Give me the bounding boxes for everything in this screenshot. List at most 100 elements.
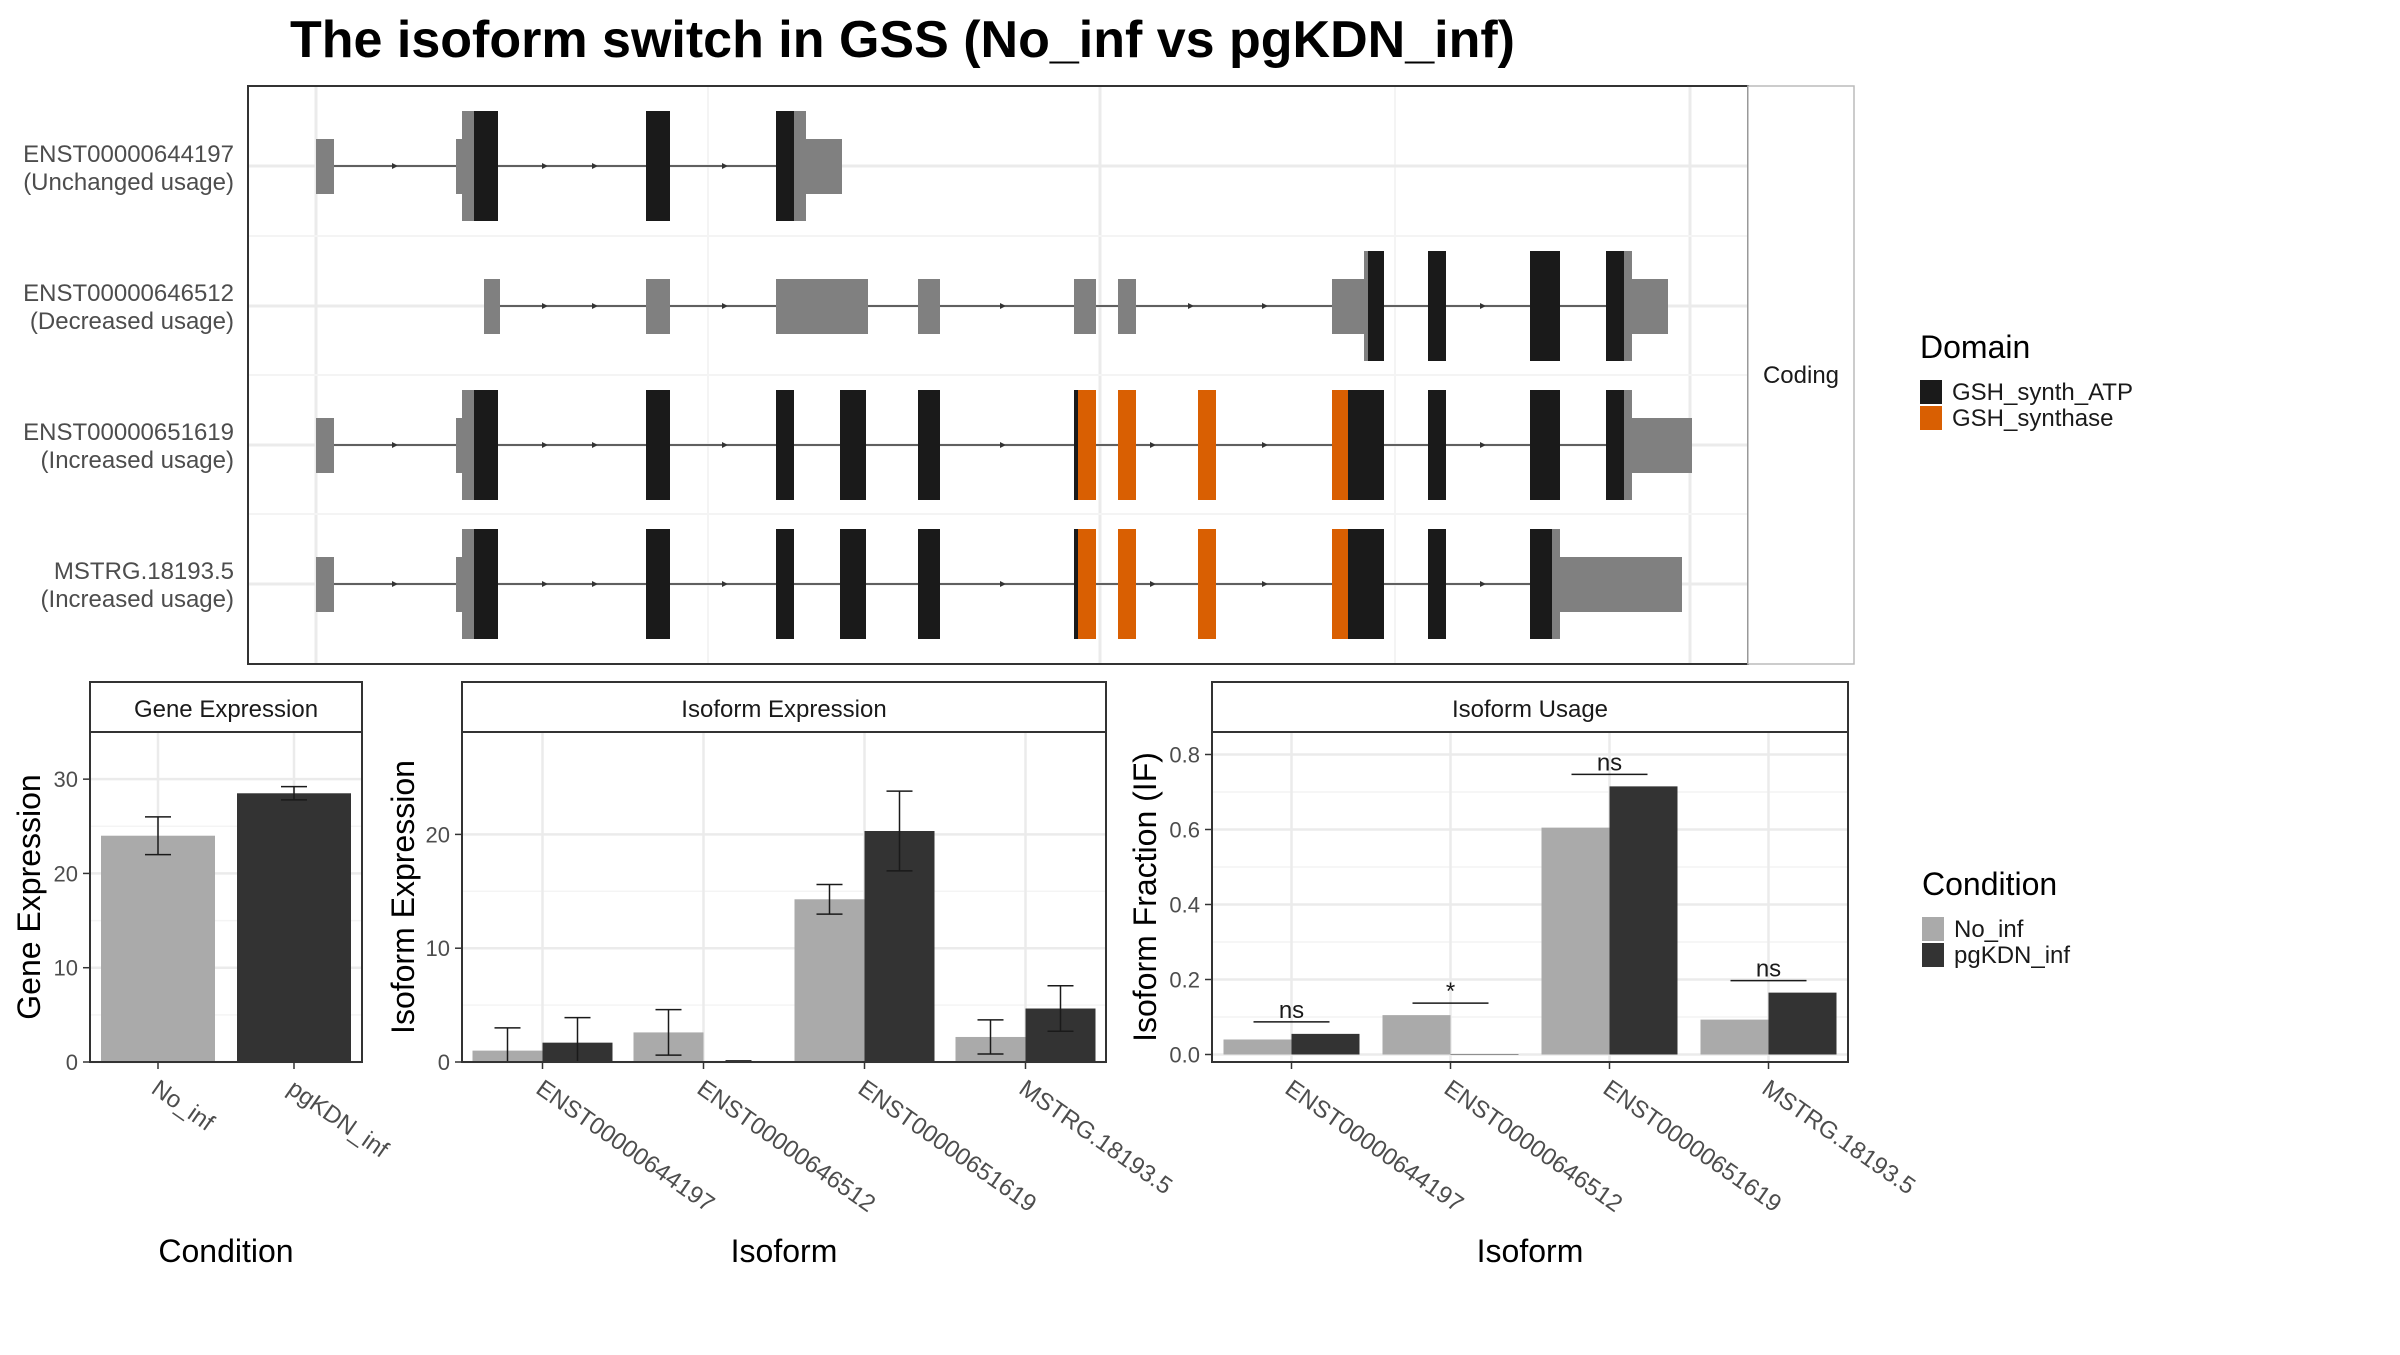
y-tick-label: 20 <box>54 861 78 886</box>
y-axis-title: Isoform Expression <box>385 760 421 1034</box>
transcript-usage-label: (Decreased usage) <box>30 308 234 335</box>
domain-exon-GSH_synth_ATP <box>776 390 794 500</box>
panel-strip-title: Isoform Usage <box>1452 696 1608 723</box>
domain-exon-GSH_synth_ATP <box>1074 529 1078 639</box>
bar <box>237 793 351 1062</box>
x-axis-title: Condition <box>158 1233 293 1269</box>
utr-exon <box>1630 418 1692 473</box>
bar <box>1609 786 1678 1055</box>
bar <box>1291 1033 1360 1055</box>
transcript-track-MSTRG.18193.5 <box>316 529 1682 639</box>
plot-background <box>462 732 1106 1062</box>
panel-strip <box>89 681 363 733</box>
utr-exon <box>1364 251 1370 361</box>
domain-legend: Domain GSH_synth_ATP GSH_synthase <box>1920 329 2133 432</box>
utr-exon <box>794 111 806 221</box>
utr-exon <box>456 418 464 473</box>
utr-exon <box>1558 557 1682 612</box>
x-axis-title: Isoform <box>1477 1233 1584 1269</box>
utr-exon <box>462 111 476 221</box>
domain-exon-GSH_synth_ATP <box>474 390 498 500</box>
y-tick-label: 0.4 <box>1169 893 1200 918</box>
x-tick-label: ENST00000644197 <box>531 1075 719 1218</box>
utr-exon <box>316 139 334 194</box>
domain-exon-GSH_synth_ATP <box>646 111 670 221</box>
legend-label-GSH_synthase: GSH_synthase <box>1952 405 2113 432</box>
utr-exon <box>776 279 868 334</box>
utr-exon <box>1074 279 1096 334</box>
domain-exon-GSH_synth_ATP <box>474 111 498 221</box>
utr-exon <box>316 557 334 612</box>
domain-exon-GSH_synth_ATP <box>840 390 866 500</box>
strand-arrows <box>392 163 728 169</box>
y-tick-label: 0.6 <box>1169 818 1200 843</box>
utr-exon <box>456 139 464 194</box>
legend-label-No_inf: No_inf <box>1954 916 2024 943</box>
transcript-track-ENST00000644197 <box>316 111 842 221</box>
domain-exon-GSH_synth_ATP <box>840 529 866 639</box>
utr-exon <box>462 390 476 500</box>
bar <box>1450 1054 1519 1055</box>
utr-exon <box>462 529 476 639</box>
transcript-track-ENST00000646512 <box>484 251 1668 361</box>
bar <box>1768 992 1837 1055</box>
transcript-id-label: ENST00000644197 <box>23 141 234 168</box>
transcript-track-ENST00000651619 <box>316 390 1692 500</box>
significance-label: ns <box>1597 749 1622 776</box>
domain-exon-GSH_synthase <box>1118 390 1136 500</box>
bar <box>794 899 865 1062</box>
gene-expression-panel: 0 10 20 30 Gene Expression No_inf pgKDN_inf Con… <box>11 681 394 1269</box>
utr-exon <box>316 418 334 473</box>
domain-exon-GSH_synth_ATP <box>1348 390 1384 500</box>
significance-label: ns <box>1279 997 1304 1024</box>
utr-exon <box>1332 279 1366 334</box>
utr-exon <box>804 139 842 194</box>
transcript-usage-label: (Unchanged usage) <box>23 169 234 196</box>
x-tick-label: ENST00000651619 <box>853 1075 1041 1218</box>
panel-strip <box>1211 681 1849 733</box>
x-axis-title: Isoform <box>731 1233 838 1269</box>
domain-exon-GSH_synth_ATP <box>1428 251 1446 361</box>
domain-exon-GSH_synth_ATP <box>1606 251 1626 361</box>
significance-label: * <box>1446 978 1455 1005</box>
domain-exon-GSH_synth_ATP <box>776 529 794 639</box>
transcript-usage-label: (Increased usage) <box>41 586 234 613</box>
bar <box>101 835 215 1062</box>
legend-swatch-GSH_synth_ATP <box>1920 380 1942 404</box>
bar <box>1382 1015 1451 1055</box>
bar <box>1541 827 1610 1055</box>
y-tick-label: 0 <box>438 1050 450 1075</box>
y-tick-label: 20 <box>426 822 450 847</box>
bar <box>1700 1019 1769 1055</box>
x-tick-label: pgKDN_inf <box>283 1075 394 1164</box>
legend-label-GSH_synth_ATP: GSH_synth_ATP <box>1952 379 2133 406</box>
legend-swatch-GSH_synthase <box>1920 406 1942 430</box>
domain-exon-GSH_synth_ATP <box>918 529 940 639</box>
panel-strip-title: Gene Expression <box>134 696 318 723</box>
domain-exon-GSH_synth_ATP <box>1428 390 1446 500</box>
domain-exon-GSH_synth_ATP <box>776 111 796 221</box>
y-tick-label: 10 <box>426 936 450 961</box>
transcript-id-label: ENST00000646512 <box>23 280 234 307</box>
bar <box>1223 1039 1292 1055</box>
strand-arrows <box>392 442 1486 448</box>
transcript-id-label: ENST00000651619 <box>23 419 234 446</box>
x-tick-label: MSTRG.18193.5 <box>1014 1075 1177 1200</box>
utr-exon <box>1630 279 1668 334</box>
domain-exon-GSH_synth_ATP <box>1348 529 1384 639</box>
utr-exon <box>456 557 464 612</box>
domain-exon-GSH_synth_ATP <box>1530 251 1560 361</box>
domain-exon-GSH_synth_ATP <box>1606 390 1626 500</box>
strand-arrows <box>542 303 1486 309</box>
domain-exon-GSH_synthase <box>1078 390 1096 500</box>
y-tick-label: 10 <box>54 956 78 981</box>
y-tick-label: 0.8 <box>1169 743 1200 768</box>
utr-exon <box>1624 251 1632 361</box>
utr-exon <box>918 279 940 334</box>
domain-exon-GSH_synthase <box>1198 390 1216 500</box>
y-axis-title: Gene Expression <box>11 774 47 1019</box>
strand-arrows <box>392 581 1486 587</box>
